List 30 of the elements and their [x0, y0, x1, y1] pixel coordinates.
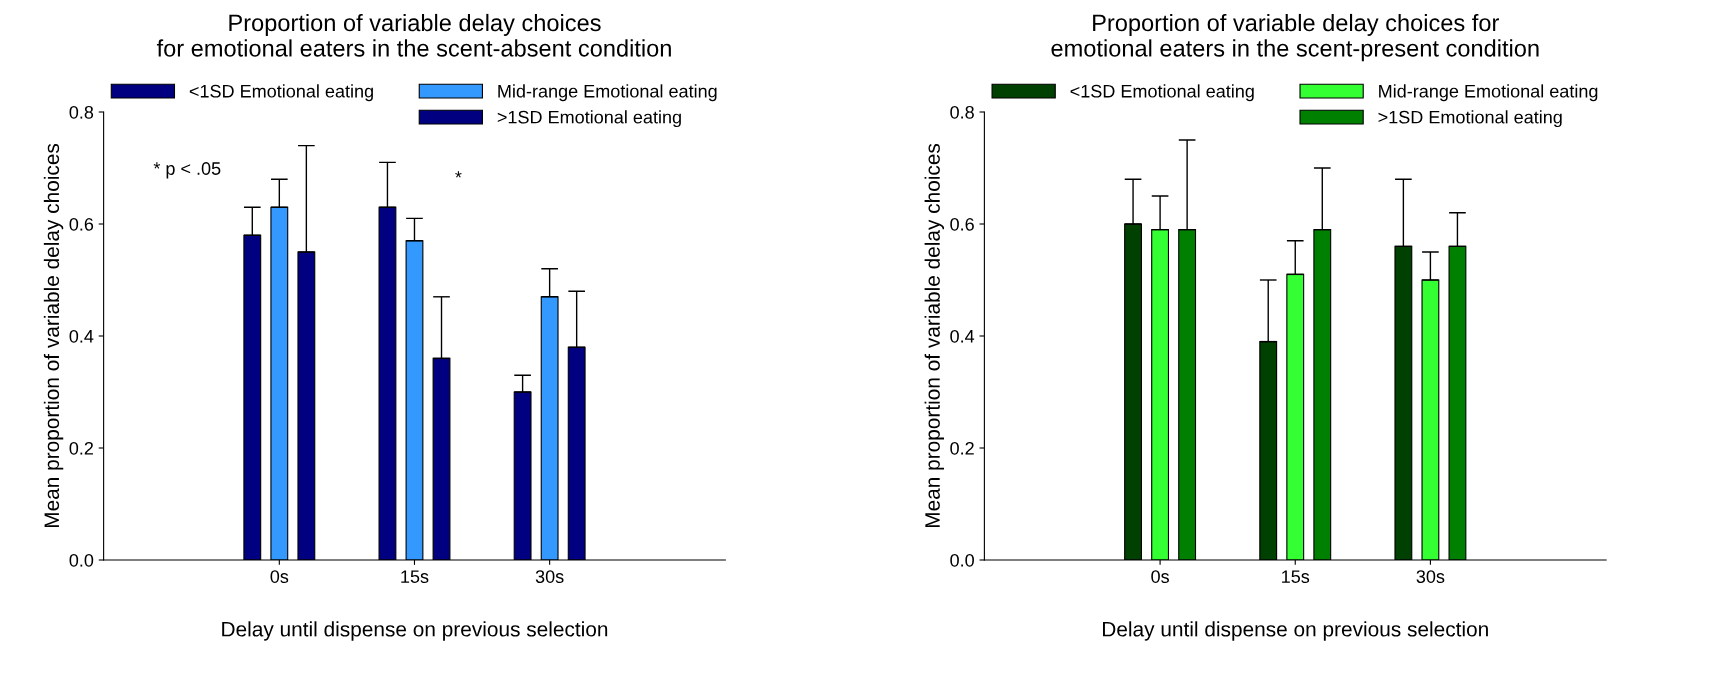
x-tick-label: 30s — [1416, 570, 1445, 583]
y-tick-label: 0.0 — [69, 553, 94, 567]
y-tick-label: 0.4 — [950, 329, 975, 343]
x-axis-title: Delay until dispense on previous selection — [1102, 621, 1488, 641]
legend-label: >1SD Emotional eating — [1378, 110, 1562, 128]
legend-label: >1SD Emotional eating — [497, 110, 681, 128]
y-tick-label: 0.6 — [950, 217, 974, 231]
legend-label: Mid-range Emotional eating — [498, 84, 717, 102]
annotation: * — [455, 171, 462, 178]
legend-label: <1SD Emotional eating — [189, 84, 373, 102]
chart-title: Proportion of variable delay choices for emotional eaters in the scent-present condition — [1051, 13, 1539, 62]
x-axis-title: Delay until dispense on previous selection — [222, 621, 608, 641]
y-tick-label: 0.4 — [69, 329, 94, 343]
annotation: * p < .05 — [153, 162, 221, 179]
chart-title: Proportion of variable delay choices for emotional eaters in the scent-absent condition — [156, 13, 671, 57]
y-tick-label: 0.8 — [69, 105, 94, 119]
y-tick-label: 0.8 — [950, 105, 974, 119]
y-tick-label: 0.6 — [69, 217, 94, 231]
y-axis-title: Mean proportion of variable delay choices — [43, 143, 64, 528]
y-axis-title: Mean proportion of variable delay choices — [924, 143, 945, 528]
x-tick-label: 15s — [401, 570, 429, 583]
legend-label: <1SD Emotional eating — [1070, 84, 1254, 102]
x-tick-label: 15s — [1282, 570, 1310, 583]
x-tick-label: 0s — [1151, 570, 1169, 583]
y-tick-label: 0.2 — [69, 441, 93, 455]
y-tick-label: 0.2 — [950, 441, 974, 455]
legend-label: Mid-range Emotional eating — [1379, 84, 1598, 102]
y-tick-label: 0.0 — [950, 553, 974, 567]
x-tick-label: 30s — [535, 570, 564, 583]
x-tick-label: 0s — [270, 570, 289, 583]
